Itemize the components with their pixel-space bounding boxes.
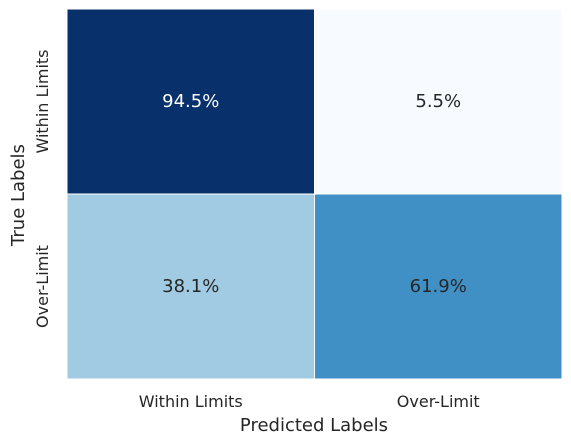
- y-axis-title: True Labels: [8, 144, 29, 247]
- heatmap-cell: [314, 193, 563, 380]
- x-axis-ticks: Within Limits Over-Limit: [139, 392, 480, 411]
- x-axis-title: Predicted Labels: [240, 415, 388, 436]
- cell-value-label: 38.1%: [162, 276, 219, 297]
- heatmap-cell: [66, 8, 315, 195]
- y-tick-label: Within Limits: [33, 50, 52, 154]
- x-tick-label: Over-Limit: [397, 392, 480, 411]
- y-tick-label: Over-Limit: [33, 245, 52, 328]
- heatmap-cell-labels: 94.5% 5.5% 38.1% 61.9%: [162, 91, 467, 297]
- heatmap-cell: [314, 8, 563, 195]
- x-tick-label: Within Limits: [139, 392, 243, 411]
- heatmap-cell: [66, 193, 315, 380]
- cell-value-label: 61.9%: [410, 276, 467, 297]
- cell-value-label: 5.5%: [415, 91, 461, 112]
- cell-value-label: 94.5%: [162, 91, 219, 112]
- y-axis-ticks: Within Limits Over-Limit: [33, 50, 52, 328]
- heatmap-cells: [66, 8, 563, 380]
